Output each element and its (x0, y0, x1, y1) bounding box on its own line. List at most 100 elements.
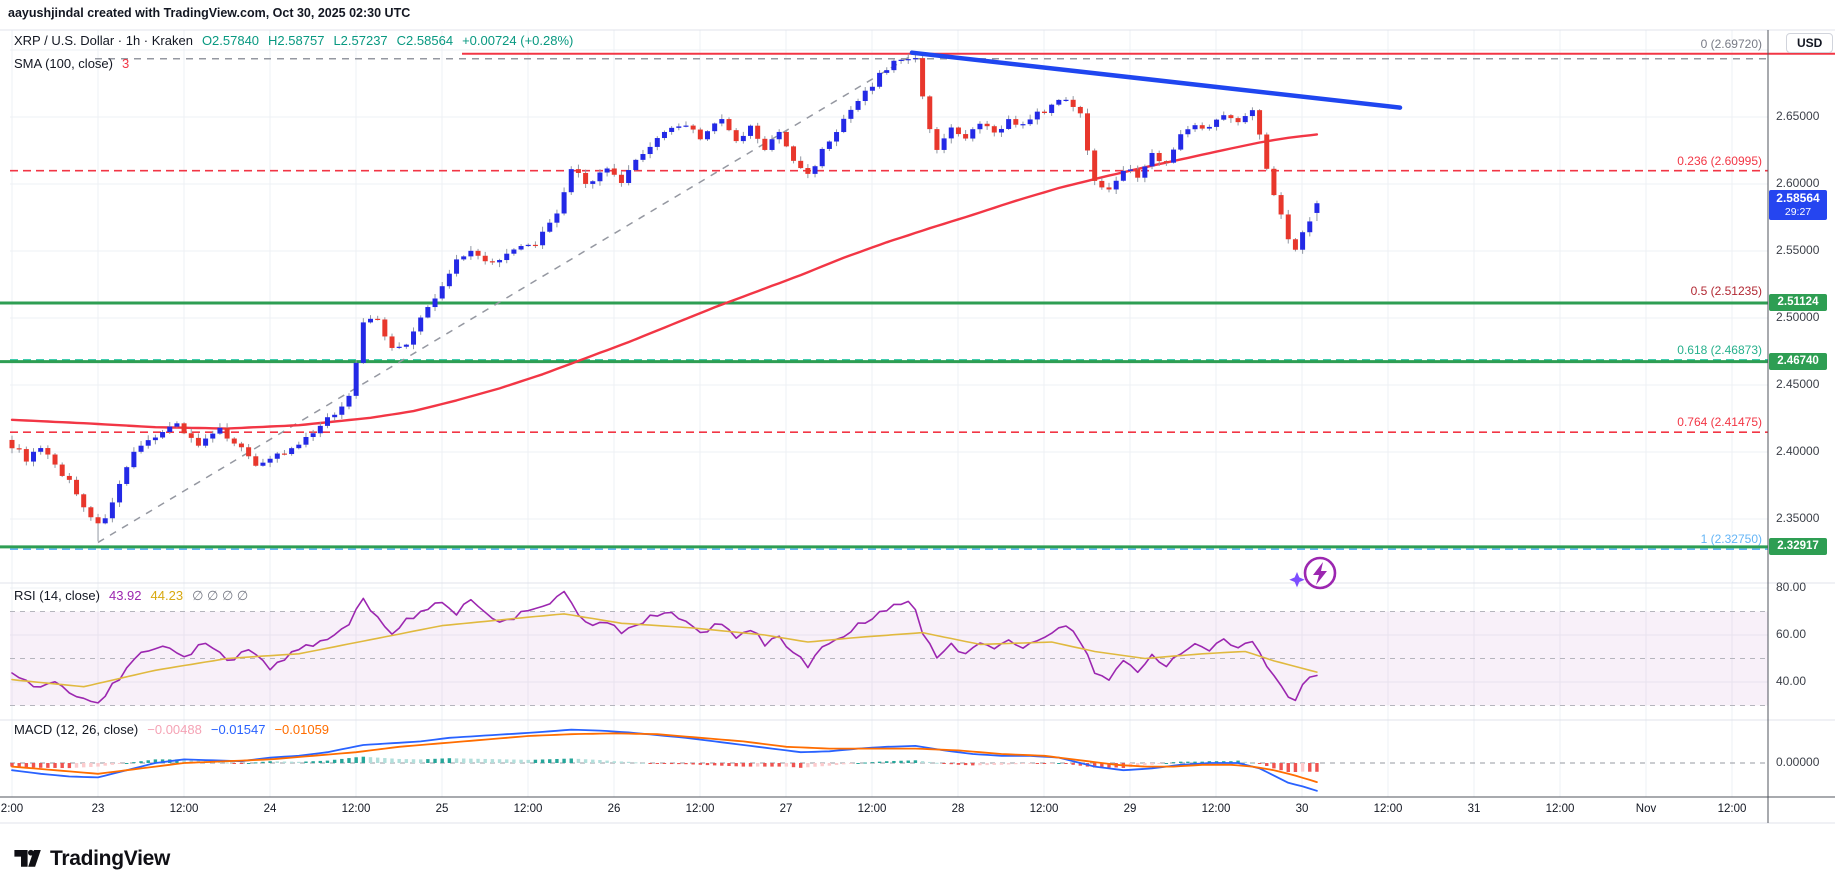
candle-body (332, 414, 338, 418)
macd-histogram-bar (60, 763, 64, 769)
macd-title[interactable]: MACD (12, 26, close) (14, 722, 139, 737)
candle-body (1113, 180, 1119, 190)
macd-histogram-bar (1014, 763, 1018, 765)
candle-body (31, 451, 37, 462)
macd-histogram-bar (505, 759, 509, 763)
macd-histogram-bar (110, 763, 115, 765)
time-scale[interactable] (0, 797, 1835, 823)
candle-body (690, 125, 696, 130)
macd-histogram-bar (770, 763, 774, 767)
candle-body (1020, 124, 1026, 126)
candle-body (95, 517, 101, 524)
candle-body (561, 192, 567, 214)
macd-histogram-bar (978, 763, 982, 766)
macd-histogram-bar (1143, 763, 1147, 766)
candle-body (762, 138, 768, 150)
macd-histogram-bar (842, 763, 846, 765)
symbol-title[interactable]: XRP / U.S. Dollar · 1h · Kraken (14, 33, 193, 48)
macd-histogram-bar (1150, 763, 1154, 765)
macd-histogram-bar (576, 758, 581, 763)
macd-histogram-bar (440, 758, 444, 763)
macd-histogram-bar (24, 763, 29, 768)
macd-histogram-bar (462, 758, 466, 763)
candle-body (532, 244, 538, 247)
macd-histogram-bar (125, 763, 129, 764)
candle-body (267, 458, 273, 463)
candle-body (310, 433, 316, 438)
candle-body (475, 250, 481, 256)
candle-body (1185, 129, 1191, 135)
candle-body (152, 437, 158, 441)
candle-body (102, 518, 108, 524)
candle-body (583, 172, 589, 184)
candle-body (676, 126, 682, 128)
descending-resistance-trendline[interactable] (909, 50, 1403, 110)
candle-body (805, 168, 811, 174)
macd-histogram-bar (935, 762, 939, 764)
candle-body (124, 467, 130, 484)
macd-histogram-bar (612, 761, 616, 763)
candle-body (167, 426, 173, 433)
candle-body (963, 134, 969, 139)
macd-histogram-bar (67, 763, 72, 769)
macd-histogram-bar (748, 763, 753, 767)
candle-body (353, 362, 359, 396)
credit-line: aayushjindal created with TradingView.co… (8, 6, 411, 20)
candle-body (439, 286, 445, 299)
macd-histogram-bar (1092, 763, 1097, 768)
candle-body (884, 70, 890, 73)
macd-histogram-bar (304, 761, 308, 763)
currency-toggle-button[interactable]: USD (1786, 33, 1834, 53)
candle-body (834, 132, 840, 142)
candle-body (626, 170, 632, 183)
candle-body (303, 437, 309, 445)
macd-histogram-bar (705, 763, 710, 766)
candle-body (66, 475, 72, 480)
candle-body (898, 59, 904, 61)
candle-body (540, 231, 546, 246)
candle-body (611, 168, 617, 175)
macd-hist-value: −0.00488 (147, 722, 202, 737)
macd-histogram-bar (1250, 763, 1255, 764)
sma-title[interactable]: SMA (100, close) (14, 56, 113, 71)
candle-body (948, 127, 954, 139)
macd-histogram-bar (555, 758, 559, 763)
macd-histogram-bar (38, 763, 43, 768)
macd-histogram-bar (375, 757, 380, 763)
candle-body (446, 273, 452, 287)
candle-body (432, 298, 438, 308)
candle-body (798, 160, 804, 169)
candle-body (654, 138, 660, 147)
candle-body (461, 256, 467, 260)
macd-histogram-bar (1107, 763, 1111, 768)
candle-body (274, 453, 280, 459)
candle-body (525, 244, 531, 247)
candle-body (1278, 195, 1284, 215)
rally-guide-trendline[interactable] (97, 54, 914, 544)
sma-legend: SMA (100, close) 3 (14, 56, 129, 71)
candle-body (195, 437, 201, 446)
candle-body (482, 255, 488, 262)
macd-histogram-bar (784, 763, 789, 767)
candle-body (669, 127, 675, 132)
price-scale[interactable] (1769, 30, 1835, 797)
rsi-title[interactable]: RSI (14, close) (14, 588, 100, 603)
macd-histogram-bar (497, 759, 502, 763)
macd-histogram-bar (985, 763, 989, 766)
candle-body (131, 451, 137, 468)
tradingview-logo[interactable]: TradingView (12, 845, 170, 873)
macd-histogram-bar (433, 758, 437, 763)
candle-body (317, 425, 323, 434)
macd-histogram-bar (239, 763, 244, 764)
candle-body (289, 448, 295, 455)
macd-histogram-bar (885, 761, 889, 763)
macd-histogram-bar (1200, 761, 1204, 763)
candle-body (504, 253, 510, 261)
macd-histogram-bar (684, 763, 688, 765)
macd-histogram-bar (469, 758, 473, 763)
candle-body (748, 125, 754, 136)
candle-body (568, 169, 574, 193)
rsi-legend: RSI (14, close) 43.92 44.23 ∅ ∅ ∅ ∅ (14, 588, 248, 604)
candle-body (109, 502, 115, 519)
